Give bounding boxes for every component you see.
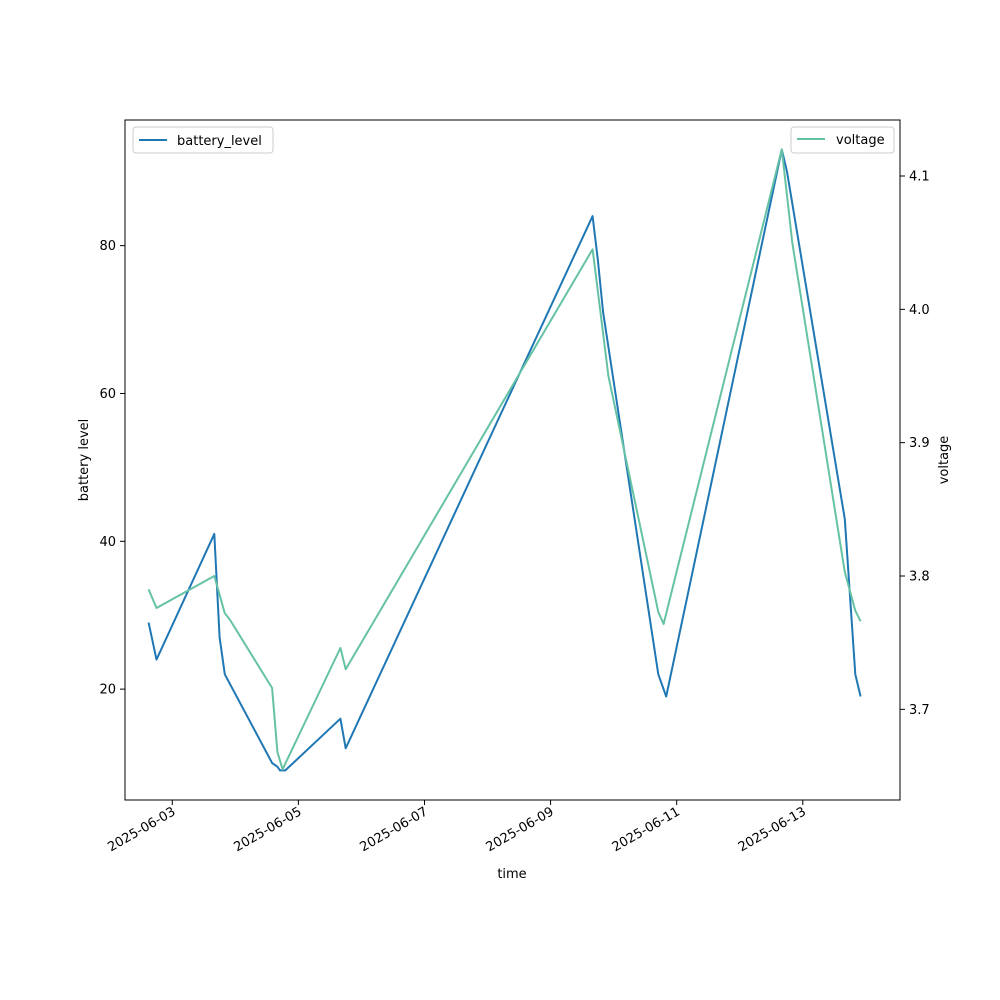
left-y-tick-label: 20 (99, 683, 116, 698)
left-y-axis-ticks: 20 40 60 80 (99, 239, 125, 698)
left-y-tick-label: 60 (99, 387, 116, 402)
right-y-tick-label: 3.9 (909, 436, 930, 451)
right-y-tick-label: 3.8 (909, 570, 930, 585)
legend-voltage: voltage (790, 126, 895, 154)
legend-label-battery-level: battery_level (177, 134, 262, 149)
axes-frame (124, 119, 901, 801)
series-layer (147, 148, 862, 772)
right-y-axis-label: voltage (937, 436, 952, 485)
left-y-axis-label: battery level (77, 419, 92, 502)
series-line-battery-level (147, 148, 862, 772)
right-y-tick-label: 3.7 (909, 703, 930, 718)
x-axis-label: time (497, 867, 526, 882)
left-y-tick-label: 80 (99, 239, 116, 254)
legend-battery-level: battery_level (132, 126, 274, 154)
series-line-voltage (147, 148, 862, 771)
legend-label-voltage: voltage (836, 133, 885, 148)
legend-frame (132, 126, 274, 154)
left-y-tick-label: 40 (99, 535, 116, 550)
legend-frame (790, 126, 895, 154)
right-y-tick-label: 4.1 (909, 170, 930, 185)
right-y-axis-ticks: 3.7 3.8 3.9 4.0 4.1 (900, 170, 930, 718)
right-y-tick-label: 4.0 (909, 303, 930, 318)
